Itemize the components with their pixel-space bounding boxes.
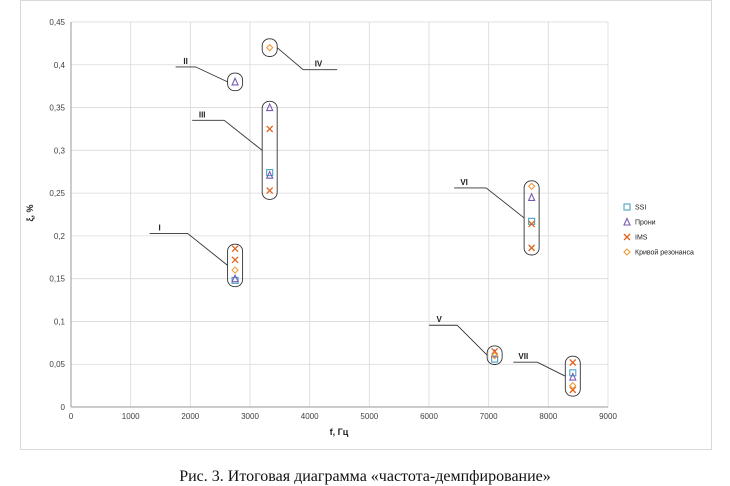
legend-square-marker [623,203,631,211]
x-tick-label: 6000 [420,412,438,421]
point-x-marker [528,244,536,252]
legend-triangle-marker [623,217,631,226]
marker-stroke [569,359,577,366]
marker-stroke [528,244,536,252]
point-square-marker [491,355,499,363]
y-tick-label: 0,05 [49,360,65,369]
point-x-marker [569,359,577,366]
cluster-label: I [158,223,160,232]
point-triangle-marker [265,102,274,112]
point-x-marker [231,245,239,253]
cluster-capsule [227,243,244,288]
y-tick-label: 0,2 [54,232,66,241]
y-axis-title: ξ, % [25,204,35,221]
cluster-leader-line [429,324,488,356]
marker-stroke [491,347,499,355]
point-triangle-marker [231,76,239,86]
x-tick-label: 7000 [480,412,498,421]
x-tick-label: 5000 [360,412,378,421]
cluster-label: V [436,315,442,324]
marker-stroke [231,256,239,264]
legend-label: Прони [635,220,656,227]
y-tick-label: 0,45 [49,18,65,27]
y-tick-label: 0,25 [49,189,65,198]
point-triangle-marker [527,192,536,201]
legend: SSI Прони IMS Кривой резонанса [623,203,694,257]
marker-stroke [266,187,274,195]
legend-diamond-marker [623,248,631,256]
cluster-label: VI [460,178,468,187]
point-square-marker [266,169,274,177]
chart-frame: 0 1000 2000 3000 4000 5000 6000 7000 8000 9000 0 0,… [20,0,712,450]
y-tick-label: 0 [61,403,66,412]
marker-stroke [266,125,274,133]
point-diamond-marker [265,43,274,52]
cluster-leader-line [175,66,228,83]
marker-stroke [623,233,631,241]
legend-label: IMS [635,235,648,242]
data-points [231,43,577,394]
cluster-leader-line [513,361,566,377]
cluster-label: VII [518,352,528,361]
y-tick-label: 0,4 [54,61,66,70]
point-square-marker [569,369,577,377]
cluster-capsule [261,38,278,57]
point-triangle-marker [265,170,274,179]
marker-stroke [528,220,536,228]
y-tick-label: 0,35 [49,104,65,113]
gridlines [70,21,609,408]
point-diamond-marker [569,381,577,390]
x-axis-title: f, Гц [330,427,349,437]
x-tick-label: 4000 [301,412,319,421]
legend-x-marker [623,233,631,241]
x-tick-label: 2000 [181,412,199,421]
cluster-leader-line [192,119,263,151]
legend-label: Кривой резонанса [635,249,694,257]
cluster-label: III [199,110,206,119]
cluster-capsule [227,72,244,92]
point-diamond-marker [231,266,239,274]
cluster-capsule [261,100,278,200]
point-x-marker [266,125,274,133]
point-diamond-marker [527,182,536,191]
legend-label: SSI [635,205,646,212]
cluster-leader-line [149,232,228,266]
x-tick-label: 1000 [122,412,140,421]
point-diamond-marker [490,351,499,360]
cluster-leader-line [276,47,338,71]
x-tick-label: 8000 [539,412,557,421]
point-x-marker [266,187,274,195]
marker-stroke [569,386,577,394]
point-triangle-marker [231,273,239,283]
scatter-chart: 0 1000 2000 3000 4000 5000 6000 7000 8000 9000 0 0,… [25,18,694,437]
cluster-capsule [523,180,540,256]
cluster-leader-line [454,187,525,219]
point-x-marker [528,220,536,228]
point-x-marker [231,256,239,264]
x-tick-label: 9000 [599,412,617,421]
figure-caption: Рис. 3. Итоговая диаграмма «частота-демп… [179,468,551,485]
tick-labels: 0 1000 2000 3000 4000 5000 6000 7000 8000 9000 0 0,… [49,18,617,421]
y-tick-label: 0,1 [54,317,66,326]
point-triangle-marker [568,372,577,381]
y-tick-label: 0,3 [54,146,66,155]
cluster-label: IV [315,60,323,69]
y-tick-label: 0,15 [49,275,65,284]
x-tick-label: 3000 [241,412,259,421]
point-x-marker [491,347,499,355]
cluster-label: II [183,57,187,66]
point-x-marker [569,386,577,394]
x-tick-label: 0 [69,412,74,421]
marker-stroke [231,245,239,253]
